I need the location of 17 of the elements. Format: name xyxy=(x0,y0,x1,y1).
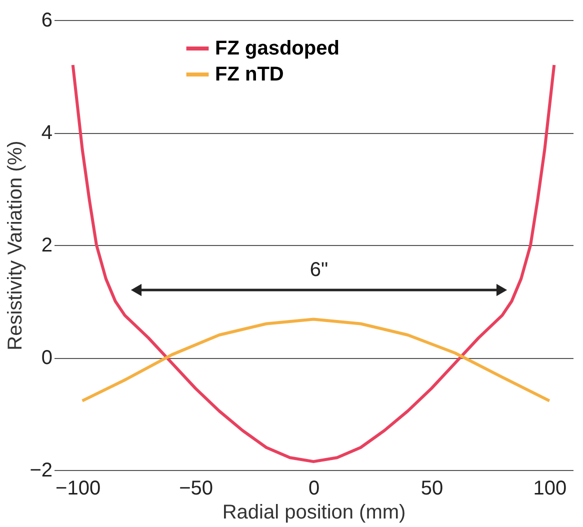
x-tick-label: −100 xyxy=(56,478,101,500)
line-series xyxy=(80,318,551,402)
y-tick-label: 4 xyxy=(41,122,52,144)
x-tick-label: −50 xyxy=(179,478,214,500)
legend-label: FZ gasdoped xyxy=(215,38,340,60)
legend-label: FZ nTD xyxy=(215,64,284,86)
y-tick-label: 0 xyxy=(41,347,52,369)
y-tick-label: −2 xyxy=(30,460,52,482)
y-axis-title: Resistivity Variation (%) xyxy=(4,140,27,350)
y-tick-label: 2 xyxy=(41,234,52,256)
annotation: 6" xyxy=(310,259,328,281)
y-tick-label: 6 xyxy=(41,10,52,32)
x-tick-label: 50 xyxy=(420,478,444,500)
line-series xyxy=(71,64,556,464)
x-axis-title: Radial position (mm) xyxy=(222,502,406,524)
x-tick-label: 0 xyxy=(308,478,320,500)
x-tick-label: 100 xyxy=(533,478,567,500)
